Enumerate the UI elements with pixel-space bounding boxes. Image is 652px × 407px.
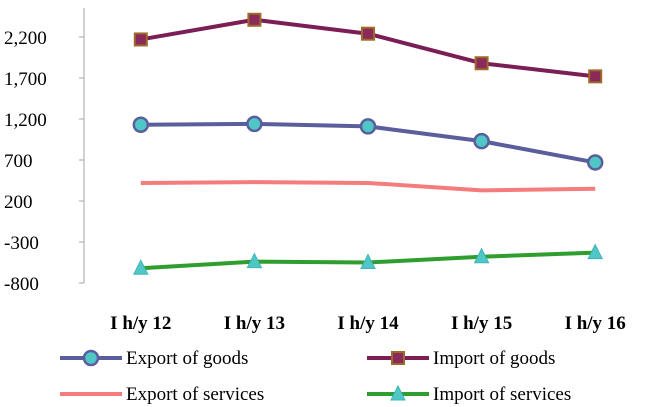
x-category-label: I h/y 16 (565, 313, 626, 334)
data-point-square (588, 69, 603, 84)
data-point-circle (473, 132, 490, 150)
data-point-triangle (132, 259, 149, 275)
data-point-triangle (360, 253, 376, 269)
data-point-square (474, 56, 489, 71)
x-category-label: I h/y 13 (224, 313, 285, 334)
y-tick-label: -300 (4, 233, 39, 254)
x-category-label: I h/y 12 (110, 313, 171, 334)
y-tick-label: 700 (4, 151, 33, 172)
x-category-label: I h/y 14 (337, 313, 399, 334)
data-point-square (247, 12, 262, 27)
data-point-circle (586, 154, 604, 171)
series-1 (133, 12, 603, 84)
data-point-circle (246, 115, 263, 133)
data-point-triangle (587, 243, 604, 260)
y-tick-label: 1,200 (4, 110, 47, 131)
y-tick-label: 200 (4, 192, 33, 213)
legend-item: Export of services (60, 384, 264, 405)
y-tick-label: 1,700 (4, 69, 47, 90)
series-0 (132, 115, 604, 171)
data-point-square (361, 26, 375, 41)
series-line (140, 180, 596, 193)
data-point-square (391, 351, 405, 365)
series-3 (132, 243, 604, 275)
data-point-circle (359, 118, 377, 135)
legend-item: Import of goods (367, 348, 555, 369)
data-point-square (133, 32, 148, 47)
legend-label: Import of goods (433, 348, 555, 369)
data-point-triangle (246, 252, 263, 269)
data-point-circle (132, 116, 150, 133)
y-axis-tick-labels: 2,200 1,700 1,200 700 200 -300 -800 (4, 28, 47, 295)
x-category-label: I h/y 15 (451, 313, 512, 334)
legend-item: Export of goods (60, 348, 248, 369)
data-point-triangle (390, 384, 406, 401)
legend: Export of goods Import of goods Export of … (60, 348, 571, 405)
x-axis-category-labels: I h/y 12 I h/y 13 I h/y 14 I h/y 15 I h/y 16 (110, 313, 626, 334)
plot-area (132, 12, 604, 275)
series-2 (140, 180, 596, 193)
data-point-triangle (473, 247, 490, 264)
legend-label: Export of services (126, 384, 264, 405)
chart-axes (79, 8, 85, 284)
legend-label: Import of services (433, 384, 571, 405)
legend-item: Import of services (367, 384, 571, 405)
y-tick-label: -800 (4, 274, 39, 295)
y-tick-label: 2,200 (4, 28, 47, 49)
data-point-circle (82, 349, 100, 367)
legend-label: Export of goods (126, 348, 248, 369)
